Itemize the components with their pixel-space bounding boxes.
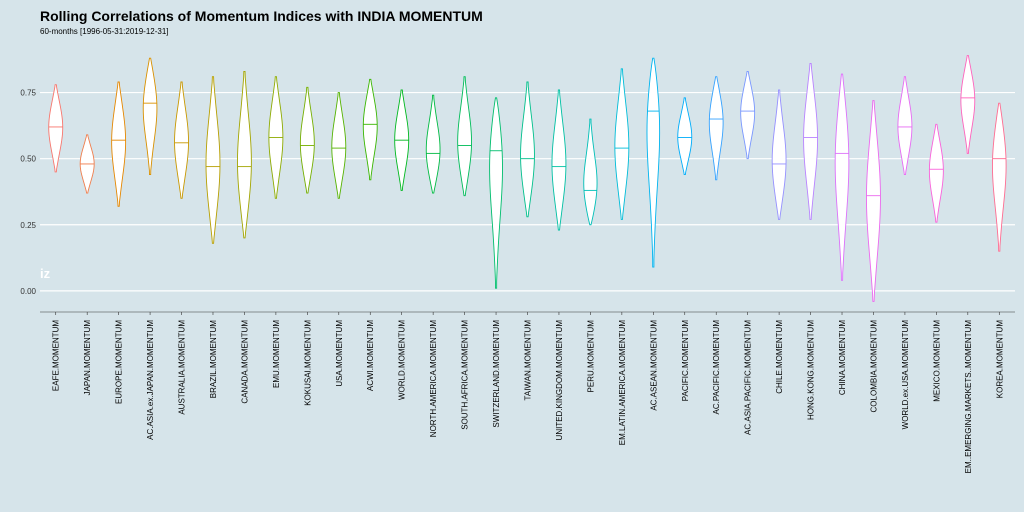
x-category-label: AC.ASIA.ex.JAPAN.MOMENTUM [146,320,155,440]
violin-europe-momentum [111,81,127,207]
y-tick-label: 0.75 [20,89,36,98]
violin-chile-momentum [771,89,787,220]
x-category-label: EM.LATIN.AMERICA.MOMENTUM [618,320,627,446]
violin-mexico-momentum [928,123,944,223]
violin-eafe-momentum [48,84,64,173]
x-category-label: HONG.KONG.MOMENTUM [807,320,816,420]
violin-canada-momentum [237,70,252,239]
x-category-label: TAIWAN.MOMENTUM [524,320,533,401]
violin-acwi-momentum [362,78,378,181]
chart-subtitle: 60-months [1996-05-31:2019-12-31] [40,27,169,36]
violin-brazil-momentum [205,76,221,244]
violin-peru-momentum [583,118,598,226]
violin-china-momentum [834,73,850,281]
x-category-label: SWITZERLAND.MOMENTUM [492,320,501,428]
x-category-label: NORTH.AMERICA.MOMENTUM [429,320,438,438]
x-category-label: USA.MOMENTUM [335,320,344,387]
violin-taiwan-momentum [520,81,535,218]
violin-ac-asia-pacific-momentum [740,70,756,160]
x-category-label: AC.ASEAN.MOMENTUM [649,320,658,411]
label-layer: 0.00 0.25 0.50 0.75 EAFE.MOMENTUM JAPAN.MOMEN… [20,89,1004,474]
chart-title: Rolling Correlations of Momentum Indices… [40,8,483,24]
violin-north-america-momentum [425,94,441,194]
x-category-label: COLOMBIA.MOMENTUM [869,320,878,413]
violin-korea-momentum [992,102,1007,252]
x-category-label: JAPAN.MOMENTUM [83,320,92,396]
x-category-label: PACIFIC.MOMENTUM [681,320,690,402]
violin-south-africa-momentum [457,76,472,197]
x-category-label: EAFE.MOMENTUM [52,320,61,391]
violin-hong-kong-momentum [803,63,818,220]
x-category-label: MEXICO.MOMENTUM [932,320,941,402]
violin-layer [48,55,1007,302]
x-category-label: CHILE.MOMENTUM [775,320,784,394]
x-category-label: UNITED.KINGDOM.MOMENTUM [555,320,564,441]
x-category-label: BRAZIL.MOMENTUM [209,320,218,399]
x-category-label: WORLD.MOMENTUM [398,320,407,400]
x-category-label: PERU.MOMENTUM [586,320,595,393]
violin-ac-asean-momentum [646,57,661,268]
x-category-label: WORLD.ex.USA.MOMENTUM [901,320,910,430]
x-category-label: EUROPE.MOMENTUM [115,320,124,404]
x-category-label: KOKUSAI.MOMENTUM [303,320,312,406]
violin-ac-asia-ex-japan-momentum [142,57,158,175]
x-category-label: CANADA.MOMENTUM [240,320,249,404]
violin-switzerland-momentum [489,97,503,289]
y-tick-label: 0.25 [20,221,36,230]
violin-ac-pacific-momentum [708,76,724,181]
x-category-label: AUSTRALIA.MOMENTUM [178,320,187,415]
y-tick-label: 0.50 [20,155,36,164]
x-category-label: ACWI.MOMENTUM [366,320,375,391]
x-category-label: KOREA.MOMENTUM [995,320,1004,399]
x-category-label: AC.ASIA.PACIFIC.MOMENTUM [744,320,753,435]
x-category-label: AC.PACIFIC.MOMENTUM [712,320,721,415]
watermark: iz [40,266,51,281]
violin-united-kingdom-momentum [551,89,567,231]
violin-em-latin-america-momentum [614,68,630,220]
violin-australia-momentum [174,81,189,199]
x-category-label: CHINA.MOMENTUM [838,320,847,395]
violin-pacific-momentum [677,97,693,175]
violin-colombia-momentum [866,100,881,302]
violin-usa-momentum [331,92,347,199]
violin-world-ex-usa-momentum [897,76,913,175]
y-tick-label: 0.00 [20,287,36,296]
x-category-label: EMU.MOMENTUM [272,320,281,388]
x-category-label: EM..EMERGING.MARKETS..MOMENTUM [964,320,973,474]
violin-em--emerging-markets--momentum [960,55,976,154]
x-category-label: SOUTH.AFRICA.MOMENTUM [461,320,470,430]
violin-kokusai-momentum [299,86,315,194]
